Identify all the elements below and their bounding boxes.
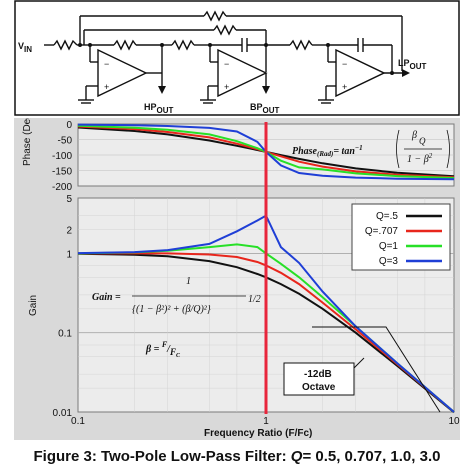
gain-eq-num: 1 <box>186 276 191 287</box>
gain-xticks: 0.1 1 10 <box>71 416 460 427</box>
bp-out-label: BPOUT <box>250 102 280 115</box>
hp-out-label: HPOUT <box>144 102 174 115</box>
gain-ytick-label: 5 <box>66 194 72 205</box>
beta-equation: β = F/FC <box>145 340 181 359</box>
slope-annotation: -12dB Octave <box>283 326 441 413</box>
opamp3-plus: + <box>342 82 347 92</box>
slope-label-box <box>283 362 355 396</box>
gain-xlabel: Frequency Ratio (F/Fc) <box>204 428 312 439</box>
node-dot <box>264 43 268 47</box>
bp-arrow-icon <box>262 86 270 94</box>
legend-label: Q=.5 <box>376 211 398 222</box>
phase-ytick-label: -200 <box>52 182 72 193</box>
phase-ylabel: Phase (Deg) <box>22 118 33 166</box>
input-resistor <box>53 39 78 51</box>
node-dot <box>390 71 394 75</box>
op-amp-3 <box>335 48 386 98</box>
gain-xtick-label: 1 <box>263 416 269 427</box>
node-dot <box>78 43 82 47</box>
phase-eq-den: 1 − β2 <box>407 152 433 165</box>
node-dot <box>160 43 164 47</box>
lp-out-label: LPOUT <box>398 58 427 71</box>
gain-eq-den: {(1 − β²)² + (β/Q)²} <box>132 304 211 315</box>
phase-ytick-label: 0 <box>66 120 72 131</box>
svg-text:Phase(Rad)= tan−1: Phase(Rad)= tan−1 <box>292 144 363 158</box>
phase-ytick-label: -100 <box>52 151 72 162</box>
gain-ytick-label: 0.01 <box>53 408 73 419</box>
gain-ytick-label: 1 <box>66 249 72 260</box>
opamp3-minus: − <box>342 59 347 69</box>
opamp2-plus: + <box>224 82 229 92</box>
phase-ytick-label: -50 <box>58 136 73 147</box>
caption-values: = 0.5, 0.707, 1.0, 3.0 <box>302 448 441 465</box>
legend-label: Q=.707 <box>365 226 399 237</box>
bp-feedback-resistor <box>213 24 237 36</box>
r2-resistor <box>171 39 195 51</box>
gain-ytick-label: 2 <box>66 226 72 237</box>
gain-equation: Gain = 1 {(1 − β²)² + (β/Q)²} 1/2 β = F/… <box>92 276 261 359</box>
node-dot <box>88 43 92 47</box>
node-dot <box>208 43 212 47</box>
opamp1-plus: + <box>104 82 109 92</box>
node-dot <box>326 43 330 47</box>
gain-ylabel: Gain <box>28 295 39 316</box>
gain-eq-pow: 1/2 <box>248 294 261 305</box>
top-feedback-resistor <box>203 10 227 22</box>
gain-eq-lhs: Gain = <box>92 292 121 303</box>
legend: Q=.5 Q=.707 Q=1 Q=3 <box>351 203 451 271</box>
slope-label-1: -12dB <box>304 369 332 380</box>
figure-caption: Figure 3: Two-Pole Low-Pass Filter: Q= 0… <box>0 448 474 465</box>
legend-label: Q=1 <box>379 241 399 252</box>
r3-resistor <box>289 39 313 51</box>
vin-label: VIN <box>18 41 32 54</box>
hp-feedback-resistor <box>113 39 137 51</box>
filter-schematic: − + − + − + VIN HPOUT BPOUT LPOUT <box>14 0 460 116</box>
gain-xtick-label: 0.1 <box>71 416 85 427</box>
gain-yticks: 5 2 1 0.1 0.01 <box>53 194 73 419</box>
opamp1-minus: − <box>104 59 109 69</box>
gain-ytick-label: 0.1 <box>58 329 72 340</box>
legend-label: Q=3 <box>379 256 399 267</box>
op-amp-1 <box>97 48 148 98</box>
opamp2-minus: − <box>224 59 229 69</box>
caption-prefix: Figure 3: Two-Pole Low-Pass Filter: <box>33 448 291 465</box>
phase-yticks: 0 -50 -100 -150 -200 <box>52 120 72 193</box>
slope-label-2: Octave <box>302 382 336 393</box>
op-amp-2 <box>217 48 268 98</box>
hp-arrow-icon <box>158 86 166 94</box>
phase-ytick-label: -150 <box>52 167 72 178</box>
lp-arrow-icon <box>402 69 410 77</box>
bode-plots: Phase (Deg) 0 -50 -100 -150 -200 Phase(Rad)=… <box>14 118 460 440</box>
gain-xtick-label: 10 <box>448 416 460 427</box>
caption-q: Q <box>290 448 303 465</box>
schematic-frame <box>14 0 460 116</box>
